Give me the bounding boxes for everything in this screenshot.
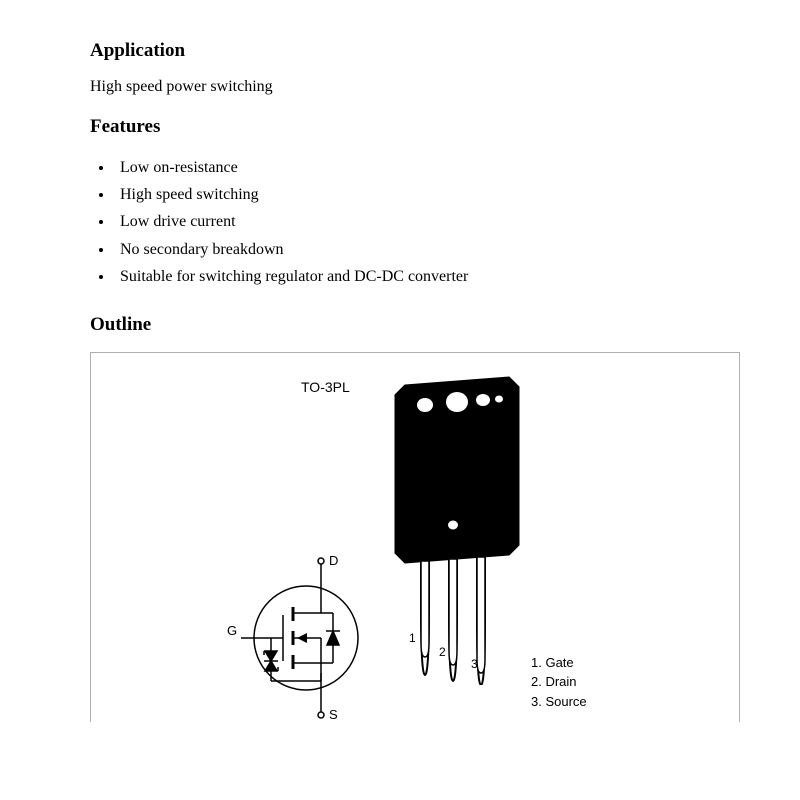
outline-heading: Outline <box>90 314 740 336</box>
datasheet-page: Application High speed power switching F… <box>0 0 800 722</box>
terminal-g-label: G <box>227 623 237 638</box>
feature-item: Low on-resistance <box>114 154 740 181</box>
pin-number-3: 3 <box>471 657 478 671</box>
features-list: Low on-resistance High speed switching L… <box>90 154 740 290</box>
feature-item: Suitable for switching regulator and DC-… <box>114 263 740 290</box>
features-heading: Features <box>90 116 740 138</box>
terminal-d-label: D <box>329 553 338 568</box>
application-text: High speed power switching <box>90 78 740 96</box>
pin-legend-item: 1. Gate <box>531 653 587 673</box>
pin-legend-item: 3. Source <box>531 692 587 712</box>
mosfet-schematic: D G S <box>221 553 391 722</box>
pin-number-1: 1 <box>409 631 416 645</box>
feature-item: High speed switching <box>114 181 740 208</box>
feature-item: Low drive current <box>114 208 740 235</box>
pin-number-2: 2 <box>439 645 446 659</box>
pin-legend-item: 2. Drain <box>531 672 587 692</box>
feature-item: No secondary breakdown <box>114 236 740 263</box>
outline-box: TO-3PL <box>90 352 740 722</box>
pin-legend: 1. Gate 2. Drain 3. Source <box>531 653 587 712</box>
package-type-label: TO-3PL <box>301 379 350 395</box>
application-heading: Application <box>90 40 740 62</box>
terminal-s-label: S <box>329 707 338 722</box>
